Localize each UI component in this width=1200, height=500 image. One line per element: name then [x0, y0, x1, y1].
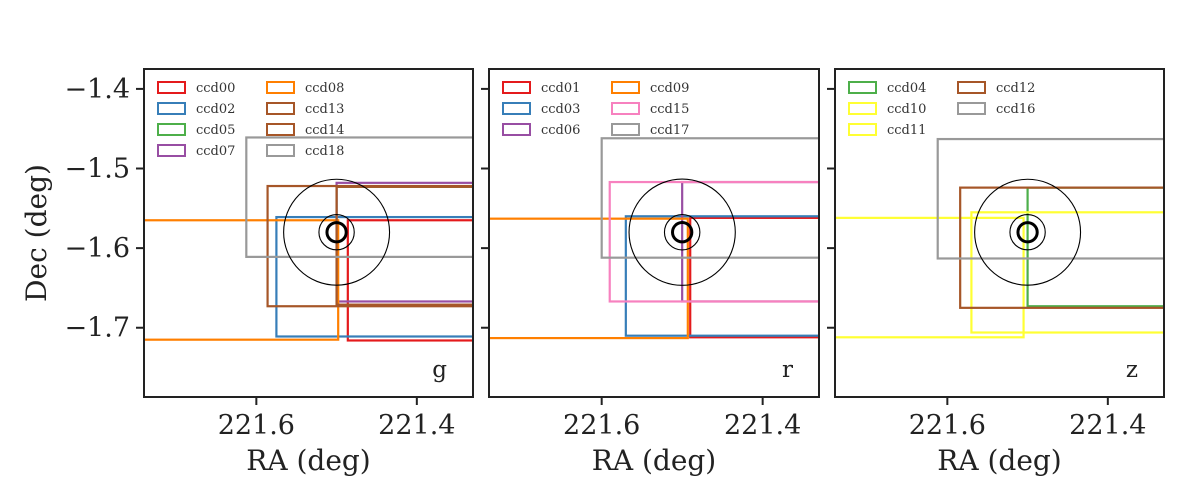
legend-swatch-ccd07 — [157, 144, 186, 157]
target-circle — [663, 213, 701, 251]
footprint-ccd17 — [600, 137, 819, 259]
legend-entry-ccd13: ccd13 — [305, 102, 344, 117]
y-tick-label: −1.6 — [64, 233, 130, 264]
legend-swatch-ccd18 — [266, 144, 295, 157]
legend-entry-ccd14: ccd14 — [305, 123, 344, 138]
footprint-ccd00 — [346, 219, 473, 342]
x-axis-label: RA (deg) — [937, 444, 1061, 477]
legend: ccd04 ccd10 ccd11 ccd12 ccd16 — [848, 81, 1035, 138]
footprint-ccd03 — [624, 215, 819, 337]
legend-entry-ccd15: ccd15 — [650, 102, 689, 117]
legend: ccd00 ccd02 ccd05 ccd07 ccd08 ccd13 ccd14 ccd18 — [157, 81, 344, 159]
target-circle — [325, 221, 348, 244]
footprint-ccd04 — [1026, 186, 1164, 308]
legend-swatch-ccd06 — [502, 123, 531, 136]
footprint-ccd11 — [970, 211, 1164, 334]
legend-entry-ccd11: ccd11 — [887, 123, 926, 138]
legend-swatch-ccd14 — [266, 123, 295, 136]
legend: ccd01 ccd03 ccd06 ccd09 ccd15 ccd17 — [502, 81, 689, 138]
footprint-ccd14 — [335, 185, 473, 306]
panel-z: 221.6 221.4RA (deg)zccd04ccd10ccd11ccd12c… — [827, 68, 1165, 477]
legend-swatch-ccd10 — [848, 102, 877, 115]
target-circle — [671, 221, 694, 244]
legend-swatch-ccd02 — [157, 102, 186, 115]
footprint-ccd13 — [266, 184, 473, 308]
legend-entry-ccd01: ccd01 — [541, 81, 580, 96]
footprint-ccd08 — [144, 219, 340, 341]
legend-entry-ccd08: ccd08 — [305, 81, 344, 96]
target-circle — [318, 214, 355, 251]
legend-swatch-ccd09 — [611, 81, 640, 94]
legend-entry-ccd07: ccd07 — [196, 144, 235, 159]
x-tick-label: 221.6 — [218, 410, 295, 441]
plot-frame — [143, 68, 474, 398]
x-tick-label: 221.4 — [1069, 410, 1146, 441]
y-tick-label: −1.5 — [64, 154, 130, 185]
footprint-ccd12 — [959, 186, 1164, 309]
legend-entry-ccd03: ccd03 — [541, 102, 580, 117]
legend-entry-ccd16: ccd16 — [996, 102, 1035, 117]
target-circle — [1016, 221, 1039, 244]
y-axis-label: Dec (deg) — [20, 164, 53, 302]
legend-swatch-ccd08 — [266, 81, 295, 94]
panel-r: 221.6 221.4RA (deg)rccd01ccd03ccd06ccd09c… — [481, 68, 820, 477]
plot-area — [144, 136, 473, 342]
target-circle — [1009, 214, 1046, 251]
target-circle — [628, 178, 736, 286]
panel-g: 221.6 221.4 RA (deg) −1.4 −1.5 −1.6 −1.7 Dec (d… — [20, 68, 474, 477]
legend-swatch-ccd00 — [157, 81, 186, 94]
legend-entry-ccd18: ccd18 — [305, 144, 344, 159]
legend-entry-ccd10: ccd10 — [887, 102, 926, 117]
footprint-ccd05 — [335, 185, 473, 307]
legend-swatch-ccd16 — [957, 102, 986, 115]
legend-swatch-ccd01 — [502, 81, 531, 94]
legend-entry-ccd09: ccd09 — [650, 81, 689, 96]
x-axis-label: RA (deg) — [246, 444, 370, 477]
footprint-ccd15 — [608, 180, 819, 303]
plot-frame — [488, 68, 820, 398]
legend-swatch-ccd03 — [502, 102, 531, 115]
y-tick-label: −1.7 — [64, 313, 130, 344]
footprint-ccd16 — [936, 137, 1164, 260]
legend-swatch-ccd04 — [848, 81, 877, 94]
target-circle — [283, 178, 391, 286]
footprint-ccd10 — [835, 216, 1025, 339]
x-tick-label: 221.4 — [378, 410, 455, 441]
footprint-ccd18 — [245, 136, 473, 258]
legend-entry-ccd04: ccd04 — [887, 81, 926, 96]
legend-entry-ccd06: ccd06 — [541, 123, 580, 138]
legend-entry-ccd12: ccd12 — [996, 81, 1035, 96]
y-tick-label: −1.4 — [64, 74, 130, 105]
x-tick-label: 221.6 — [563, 410, 640, 441]
band-label: r — [782, 357, 793, 383]
legend-swatch-ccd17 — [611, 123, 640, 136]
x-tick-label: 221.6 — [909, 410, 986, 441]
legend-entry-ccd02: ccd02 — [196, 102, 235, 117]
plot-area — [489, 137, 819, 340]
legend-swatch-ccd13 — [266, 102, 295, 115]
legend-swatch-ccd12 — [957, 81, 986, 94]
legend-swatch-ccd15 — [611, 102, 640, 115]
x-tick-label: 221.4 — [724, 410, 801, 441]
plot-area — [835, 137, 1164, 339]
target-circle — [974, 178, 1082, 286]
footprint-ccd09 — [489, 217, 689, 340]
band-label: z — [1126, 357, 1138, 383]
legend-entry-ccd00: ccd00 — [196, 81, 235, 96]
legend-swatch-ccd05 — [157, 123, 186, 136]
legend-swatch-ccd11 — [848, 123, 877, 136]
plot-frame — [834, 68, 1165, 398]
legend-entry-ccd17: ccd17 — [650, 123, 689, 138]
footprint-ccd01 — [689, 216, 819, 339]
legend-entry-ccd05: ccd05 — [196, 123, 235, 138]
footprint-ccd07 — [335, 181, 473, 303]
band-label: g — [432, 357, 447, 383]
footprint-ccd06 — [681, 180, 819, 303]
x-axis-label: RA (deg) — [592, 444, 716, 477]
footprint-ccd02 — [275, 215, 473, 338]
